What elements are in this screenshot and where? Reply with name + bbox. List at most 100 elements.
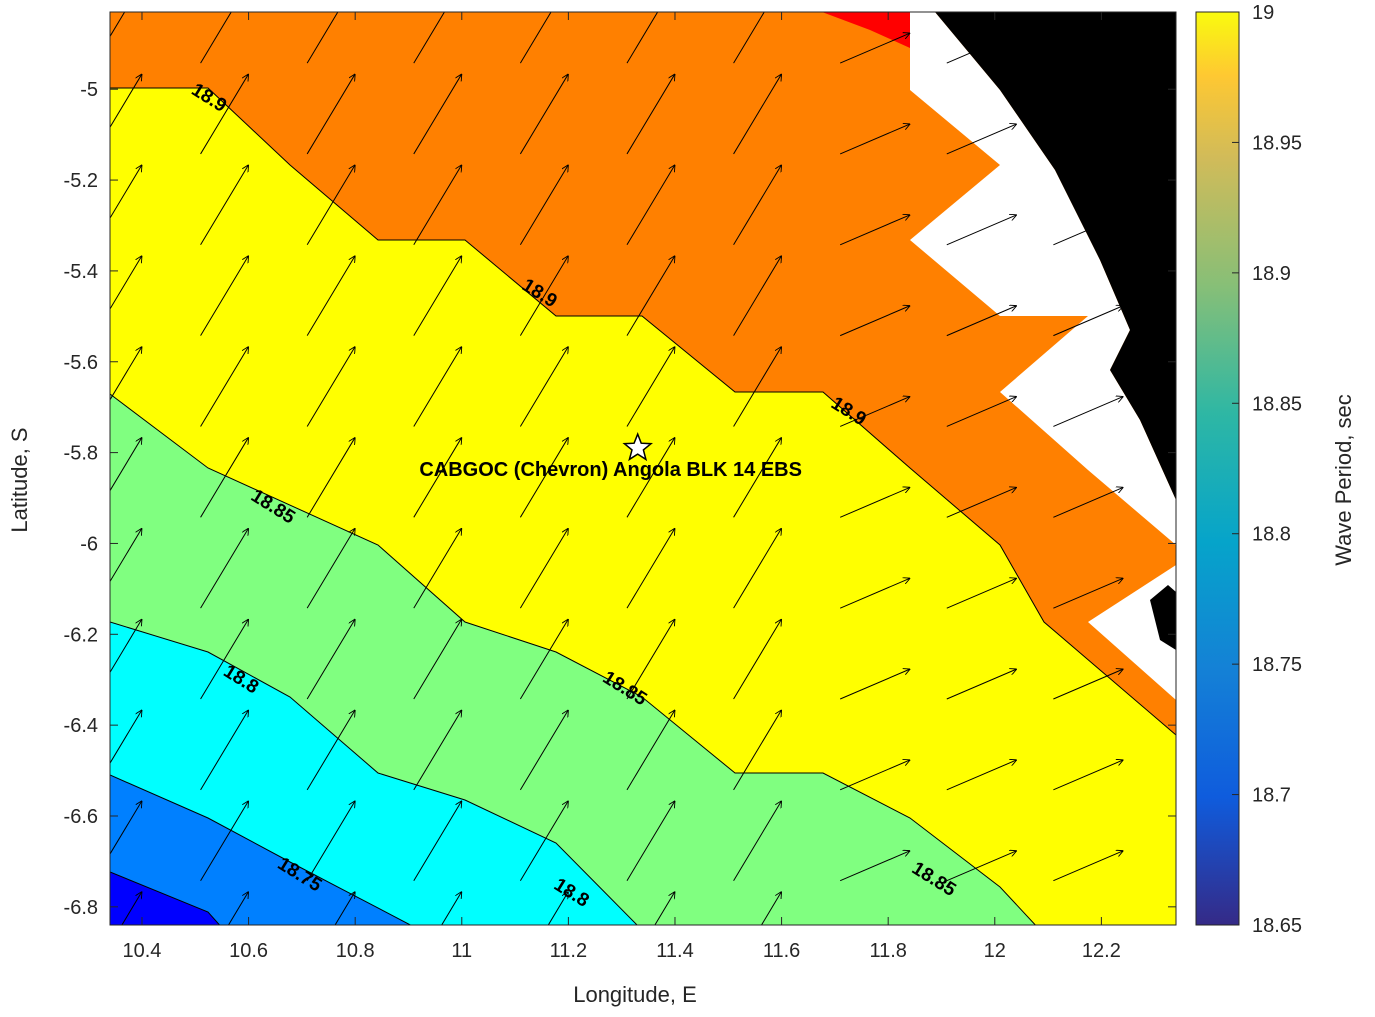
wave-vector [413,346,462,427]
wave-vector [413,437,462,518]
wave-vector [946,578,1017,609]
wave-vector [110,528,142,583]
y-tick-label: -6.4 [64,715,98,737]
colorbar-tick-label: 18.85 [1252,393,1302,415]
x-tick-label: 11.8 [869,940,906,962]
colorbar-tick-label: 18.7 [1252,785,1291,807]
wave-vector [110,256,142,310]
plot-frame [109,11,1177,926]
wave-vector [946,851,1017,882]
wave-vector [200,256,249,336]
wave-vector [519,346,568,427]
wave-vector [733,710,782,791]
wave-vector [1053,306,1123,337]
plot-area [110,12,1176,972]
wave-vector [946,487,1017,518]
colorbar-ticks: 19 18.95 18.9 18.85 18.8 18.75 18.7 18.65 [1232,2,1302,937]
wave-vector [441,892,462,925]
wave-vector [733,256,782,336]
colorbar-tick-label: 18.75 [1252,654,1302,676]
wave-vector [839,851,910,882]
wave-vector [413,801,462,881]
colorbar-gradient [1195,11,1240,926]
y-tick-label: -5.4 [64,261,98,283]
wave-vector [839,760,910,791]
wave-vector [413,528,462,609]
wave-vector [200,12,232,64]
colorbar-tick-label: 18.9 [1252,263,1291,285]
wave-vector [1053,851,1123,882]
region-above-18.95 [822,12,910,48]
wave-vector [519,437,568,518]
wave-vector [306,619,355,700]
wave-vector [839,33,910,64]
x-axis-ticks: 10.4 10.6 10.8 11 11.2 11.4 11.6 11.8 12 12.2 [123,12,1121,962]
contour-18.85 [110,393,1037,925]
wave-vector [306,710,355,791]
wave-vector [733,528,782,609]
region-no-data [910,12,1176,545]
wave-vector [839,124,910,155]
land-mask [935,12,1176,650]
wave-vector [733,74,782,155]
contour-18.7 [110,871,221,925]
wave-vector [626,437,675,518]
wave-vector [110,619,142,674]
site-label: CABGOC (Chevron) Angola BLK 14 EBS [419,459,802,481]
x-tick-label: 11 [451,940,472,962]
wave-vector [839,669,910,700]
wave-vector [626,710,675,791]
wave-vector [306,528,355,609]
wave-vector [413,12,446,64]
wave-vector [306,165,355,246]
y-axis-label: Latitude, S [7,427,32,532]
wave-vector [947,942,1017,972]
wave-vector [839,306,910,337]
wave-vector [200,528,249,609]
wave-vector [733,437,782,518]
wave-vector [413,710,462,791]
y-axis-ticks: -5 -5.2 -5.4 -5.6 -5.8 -6 -6.2 -6.4 -6.6 -6.8 [64,79,1176,919]
wave-vector [946,669,1017,700]
wave-vector [519,528,568,609]
wave-vector [519,165,568,246]
land-island [1150,585,1176,650]
y-tick-label: -5.2 [64,170,98,192]
colorbar-tick-label: 18.8 [1252,524,1291,546]
wave-vector [946,306,1017,337]
y-tick-label: -5.8 [64,443,98,465]
wave-vector [1053,669,1123,700]
wave-vector [1053,396,1123,427]
wave-vector [306,256,355,336]
wave-vector [946,124,1017,155]
x-axis-label: Longitude, E [573,982,697,1007]
wave-vector [413,74,462,155]
wave-vector [760,892,782,925]
wave-vector [121,892,142,925]
wave-vector [839,396,910,427]
wave-vector [227,892,249,925]
wave-vector [1053,760,1123,791]
y-tick-label: -6 [80,533,98,555]
wave-vector [334,892,355,925]
wave-vector [413,256,462,336]
y-tick-label: -6.6 [64,806,98,828]
wave-vector [306,74,355,155]
wave-vector [626,346,675,427]
wave-vector [519,12,552,64]
wave-vector [733,165,782,246]
x-tick-label: 12 [984,940,1006,962]
wave-vector [733,12,765,64]
x-tick-label: 10.8 [336,940,375,962]
wave-vector [306,12,339,64]
wave-vector [733,801,782,881]
wave-vector [110,165,142,220]
wave-vector [839,215,910,246]
wave-vector [200,74,249,155]
wave-vector [200,710,249,791]
wave-vector [946,396,1017,427]
x-tick-label: 11.4 [656,940,693,962]
wave-vector [110,710,142,765]
wave-vector [110,801,142,855]
wave-vector [626,801,675,881]
